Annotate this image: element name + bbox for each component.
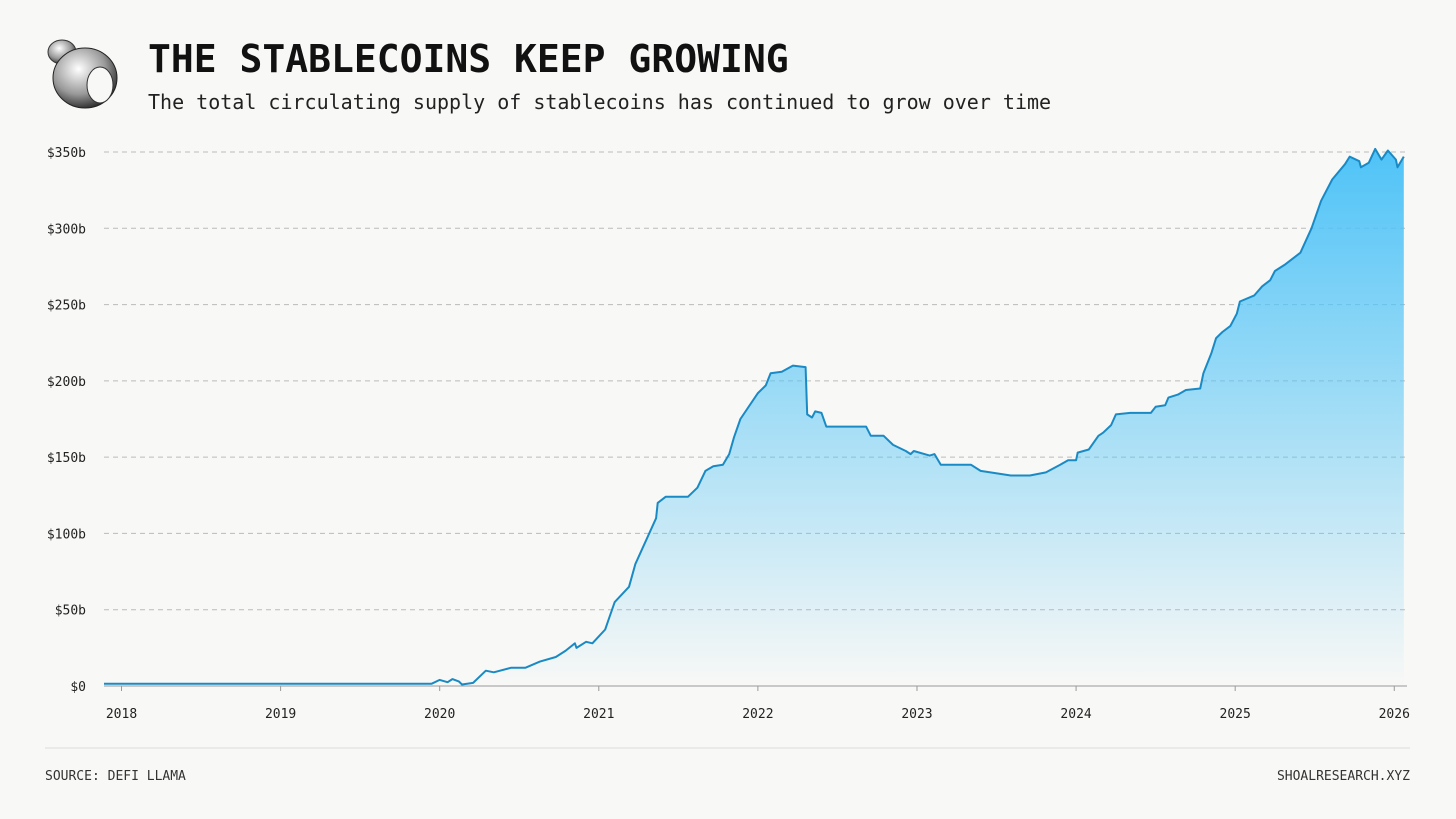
y-tick-label: $250b bbox=[47, 299, 86, 314]
y-tick-label: $0 bbox=[70, 680, 86, 695]
y-tick-label: $100b bbox=[47, 527, 86, 542]
x-tick-label: 2020 bbox=[424, 707, 455, 722]
chart-subtitle: The total circulating supply of stableco… bbox=[148, 90, 1051, 114]
area bbox=[104, 148, 1404, 686]
credit: SHOALRESEARCH.XYZ bbox=[1277, 769, 1410, 784]
logo bbox=[47, 39, 118, 109]
x-tick-label: 2022 bbox=[742, 707, 773, 722]
y-tick-label: $350b bbox=[47, 146, 86, 161]
y-tick-label: $300b bbox=[47, 222, 86, 237]
y-tick-label: $150b bbox=[47, 451, 86, 466]
line bbox=[104, 147, 1405, 686]
source: SOURCE: DEFI LLAMA bbox=[45, 769, 186, 784]
x-tick-label: 2026 bbox=[1379, 707, 1410, 722]
x-tick-label: 2019 bbox=[265, 707, 296, 722]
x-tick-label: 2023 bbox=[901, 707, 932, 722]
x-tick-label: 2021 bbox=[583, 707, 614, 722]
x-tick-label: 2018 bbox=[106, 707, 137, 722]
y-tick-label: $200b bbox=[47, 375, 86, 390]
x-tick-label: 2024 bbox=[1060, 707, 1091, 722]
chart-title: THE STABLECOINS KEEP GROWING bbox=[148, 37, 789, 81]
y-tick-label: $50b bbox=[55, 604, 86, 619]
x-tick-label: 2025 bbox=[1220, 707, 1251, 722]
